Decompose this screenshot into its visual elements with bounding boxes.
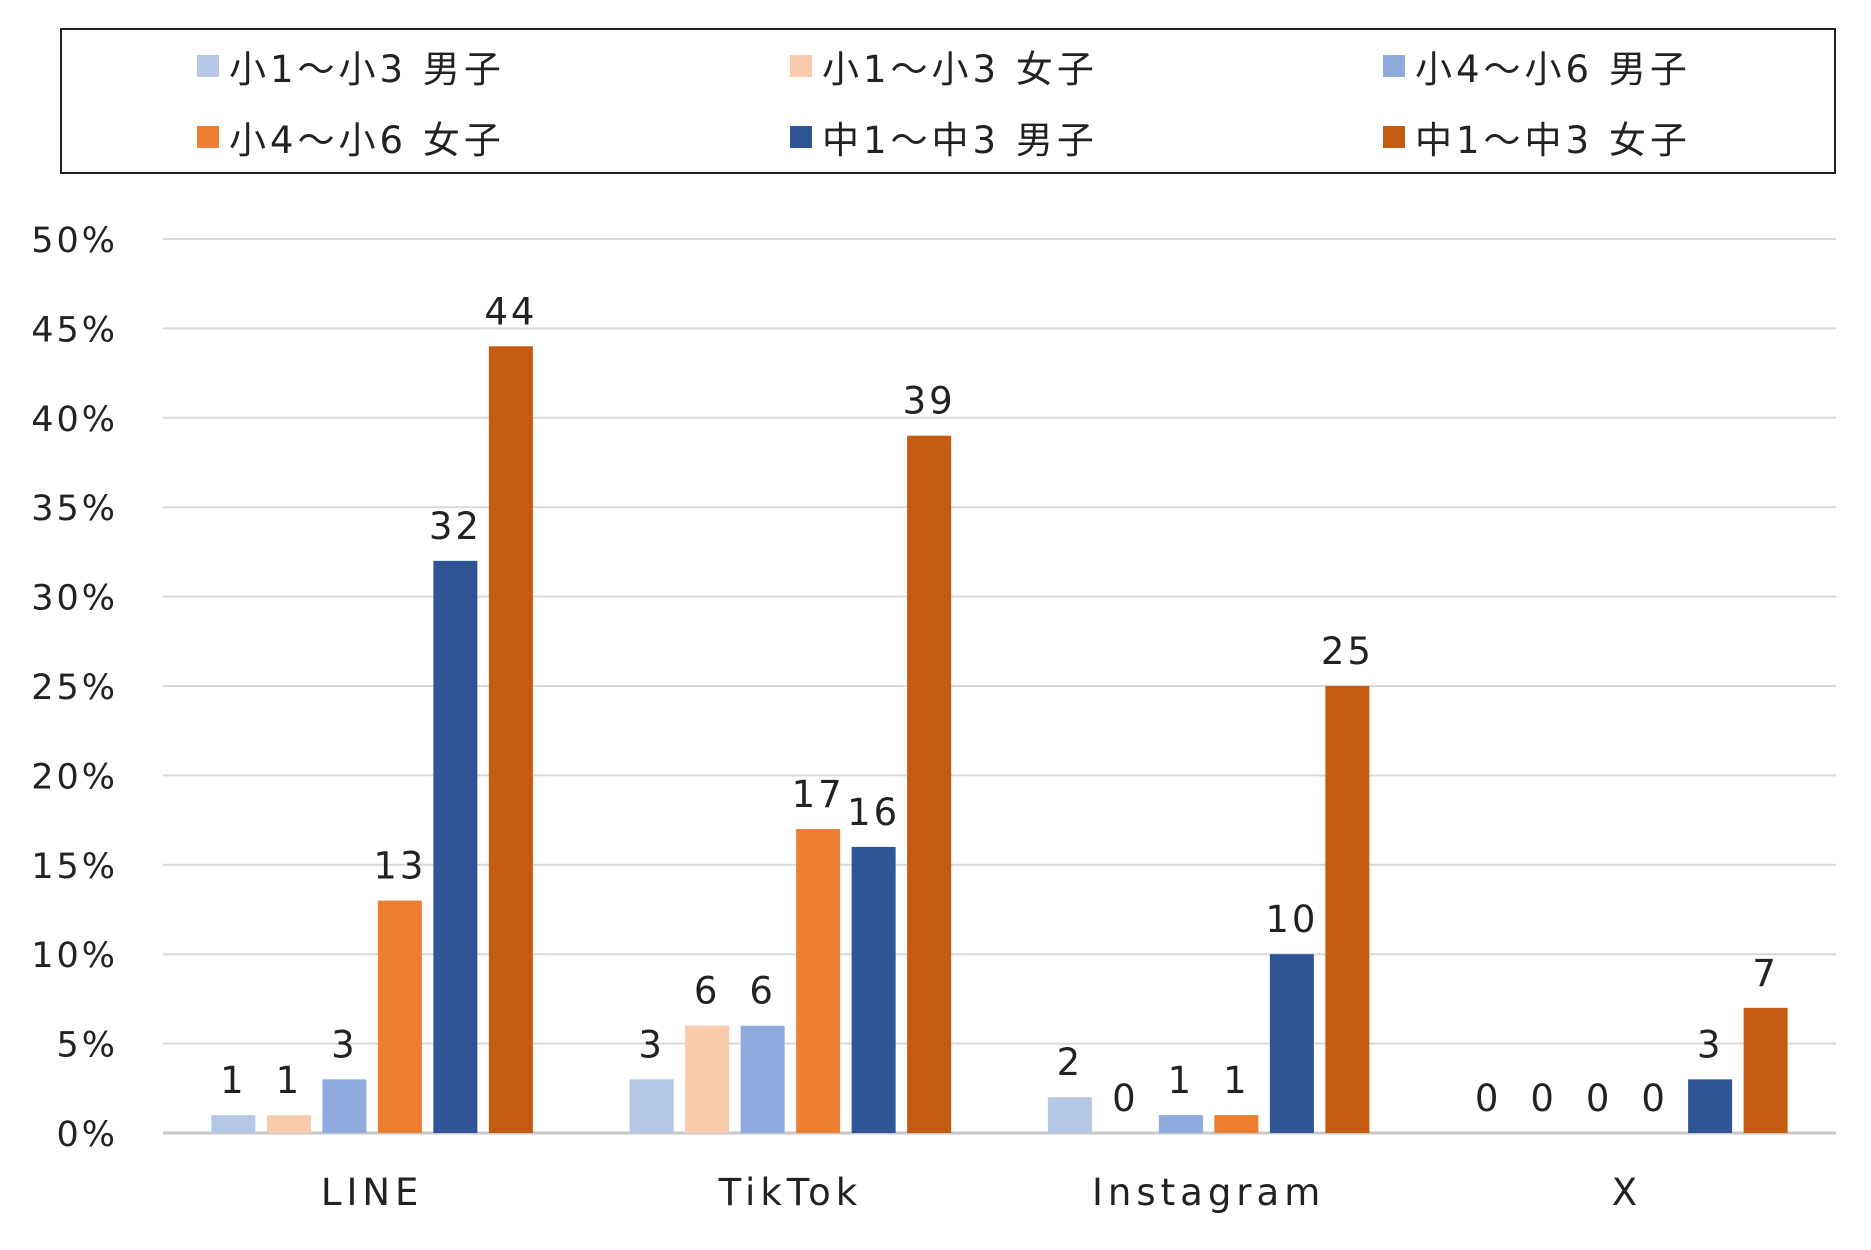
legend-swatch-series-1 bbox=[197, 55, 219, 77]
bar-instagram-series-6 bbox=[1325, 686, 1370, 1133]
data-label-x-series-2: 0 bbox=[1530, 1077, 1557, 1120]
category-label-x: X bbox=[1612, 1171, 1642, 1214]
legend-item-series-6: 中1〜中3 女子 bbox=[1383, 115, 1691, 162]
bar-tiktok-series-6 bbox=[907, 435, 952, 1133]
data-label-tiktok-series-3: 6 bbox=[749, 970, 776, 1013]
data-label-instagram-series-1: 2 bbox=[1057, 1041, 1084, 1084]
legend-swatch-series-2 bbox=[790, 55, 812, 77]
legend: 小1〜小3 男子 小1〜小3 女子 小4〜小6 男子 小4〜小6 女子 中1〜中… bbox=[60, 28, 1836, 174]
data-label-tiktok-series-6: 39 bbox=[903, 380, 956, 423]
legend-label-series-6: 中1〜中3 女子 bbox=[1415, 119, 1691, 162]
data-label-x-series-4: 0 bbox=[1641, 1077, 1668, 1120]
legend-item-series-2: 小1〜小3 女子 bbox=[790, 44, 1098, 91]
bar-line-series-6 bbox=[488, 346, 533, 1133]
bar-tiktok-series-3 bbox=[740, 1025, 785, 1133]
legend-label-series-3: 小4〜小6 男子 bbox=[1415, 48, 1691, 91]
legend-item-series-4: 小4〜小6 女子 bbox=[197, 115, 505, 162]
bar-instagram-series-4 bbox=[1214, 1115, 1259, 1133]
data-label-line-series-1: 1 bbox=[220, 1059, 247, 1102]
x-axis-category-labels: LINE TikTok Instagram X bbox=[321, 1171, 1642, 1214]
bar-instagram-series-3 bbox=[1158, 1115, 1203, 1133]
legend-item-series-3: 小4〜小6 男子 bbox=[1383, 44, 1691, 91]
bar-tiktok-series-4 bbox=[796, 829, 841, 1133]
data-label-x-series-5: 3 bbox=[1697, 1023, 1724, 1066]
data-label-x-series-6: 7 bbox=[1752, 952, 1779, 995]
bar-line-series-2 bbox=[266, 1115, 311, 1133]
bar-tiktok-series-5 bbox=[851, 846, 896, 1133]
y-axis-tick-labels: 0% 5% 10% 15% 20% 25% 30% 35% 40% 45% 50% bbox=[31, 221, 118, 1155]
y-tick-label: 35% bbox=[31, 489, 118, 529]
category-label-instagram: Instagram bbox=[1092, 1171, 1325, 1214]
bar-instagram-series-1 bbox=[1047, 1097, 1092, 1133]
bar-instagram-series-5 bbox=[1269, 954, 1314, 1133]
data-label-line-series-6: 44 bbox=[484, 290, 537, 333]
data-label-tiktok-series-4: 17 bbox=[792, 773, 845, 816]
y-tick-label: 25% bbox=[31, 668, 118, 708]
bar-line-series-5 bbox=[433, 560, 478, 1133]
data-label-x-series-3: 0 bbox=[1586, 1077, 1613, 1120]
data-label-instagram-series-2: 0 bbox=[1112, 1077, 1139, 1120]
y-tick-label: 0% bbox=[56, 1115, 118, 1155]
bar-line-series-4 bbox=[377, 900, 422, 1133]
legend-item-series-5: 中1〜中3 男子 bbox=[790, 115, 1098, 162]
bars bbox=[211, 346, 1788, 1133]
bar-x-series-5 bbox=[1688, 1079, 1733, 1133]
bar-x-series-6 bbox=[1743, 1007, 1788, 1133]
legend-label-series-2: 小1〜小3 女子 bbox=[822, 48, 1098, 91]
data-label-line-series-5: 32 bbox=[429, 505, 482, 548]
legend-swatch-series-3 bbox=[1383, 55, 1405, 77]
data-label-line-series-4: 13 bbox=[373, 845, 426, 888]
y-tick-label: 50% bbox=[31, 221, 118, 261]
legend-swatch-series-4 bbox=[197, 126, 219, 148]
data-label-line-series-2: 1 bbox=[276, 1059, 303, 1102]
bar-line-series-3 bbox=[322, 1079, 367, 1133]
data-label-tiktok-series-2: 6 bbox=[694, 970, 721, 1013]
y-tick-label: 40% bbox=[31, 400, 118, 440]
legend-swatch-series-6 bbox=[1383, 126, 1405, 148]
y-tick-label: 45% bbox=[31, 310, 118, 350]
bar-tiktok-series-2 bbox=[685, 1025, 730, 1133]
data-label-tiktok-series-5: 16 bbox=[847, 791, 900, 834]
y-tick-label: 15% bbox=[31, 847, 118, 887]
legend-item-series-1: 小1〜小3 男子 bbox=[197, 44, 505, 91]
legend-label-series-4: 小4〜小6 女子 bbox=[229, 119, 505, 162]
y-tick-label: 20% bbox=[31, 757, 118, 797]
legend-label-series-5: 中1〜中3 男子 bbox=[822, 119, 1098, 162]
data-label-line-series-3: 3 bbox=[331, 1023, 358, 1066]
y-tick-label: 5% bbox=[56, 1026, 118, 1066]
bar-tiktok-series-1 bbox=[629, 1079, 674, 1133]
data-label-instagram-series-3: 1 bbox=[1168, 1059, 1195, 1102]
data-label-instagram-series-6: 25 bbox=[1321, 630, 1374, 673]
legend-label-series-1: 小1〜小3 男子 bbox=[229, 48, 505, 91]
category-label-tiktok: TikTok bbox=[718, 1171, 863, 1214]
y-tick-label: 10% bbox=[31, 936, 118, 976]
y-tick-label: 30% bbox=[31, 579, 118, 619]
data-label-instagram-series-4: 1 bbox=[1223, 1059, 1250, 1102]
category-label-line: LINE bbox=[321, 1171, 424, 1214]
data-label-x-series-1: 0 bbox=[1475, 1077, 1502, 1120]
data-label-instagram-series-5: 10 bbox=[1265, 898, 1318, 941]
legend-swatch-series-5 bbox=[790, 126, 812, 148]
data-label-tiktok-series-1: 3 bbox=[638, 1023, 665, 1066]
bar-line-series-1 bbox=[211, 1115, 256, 1133]
